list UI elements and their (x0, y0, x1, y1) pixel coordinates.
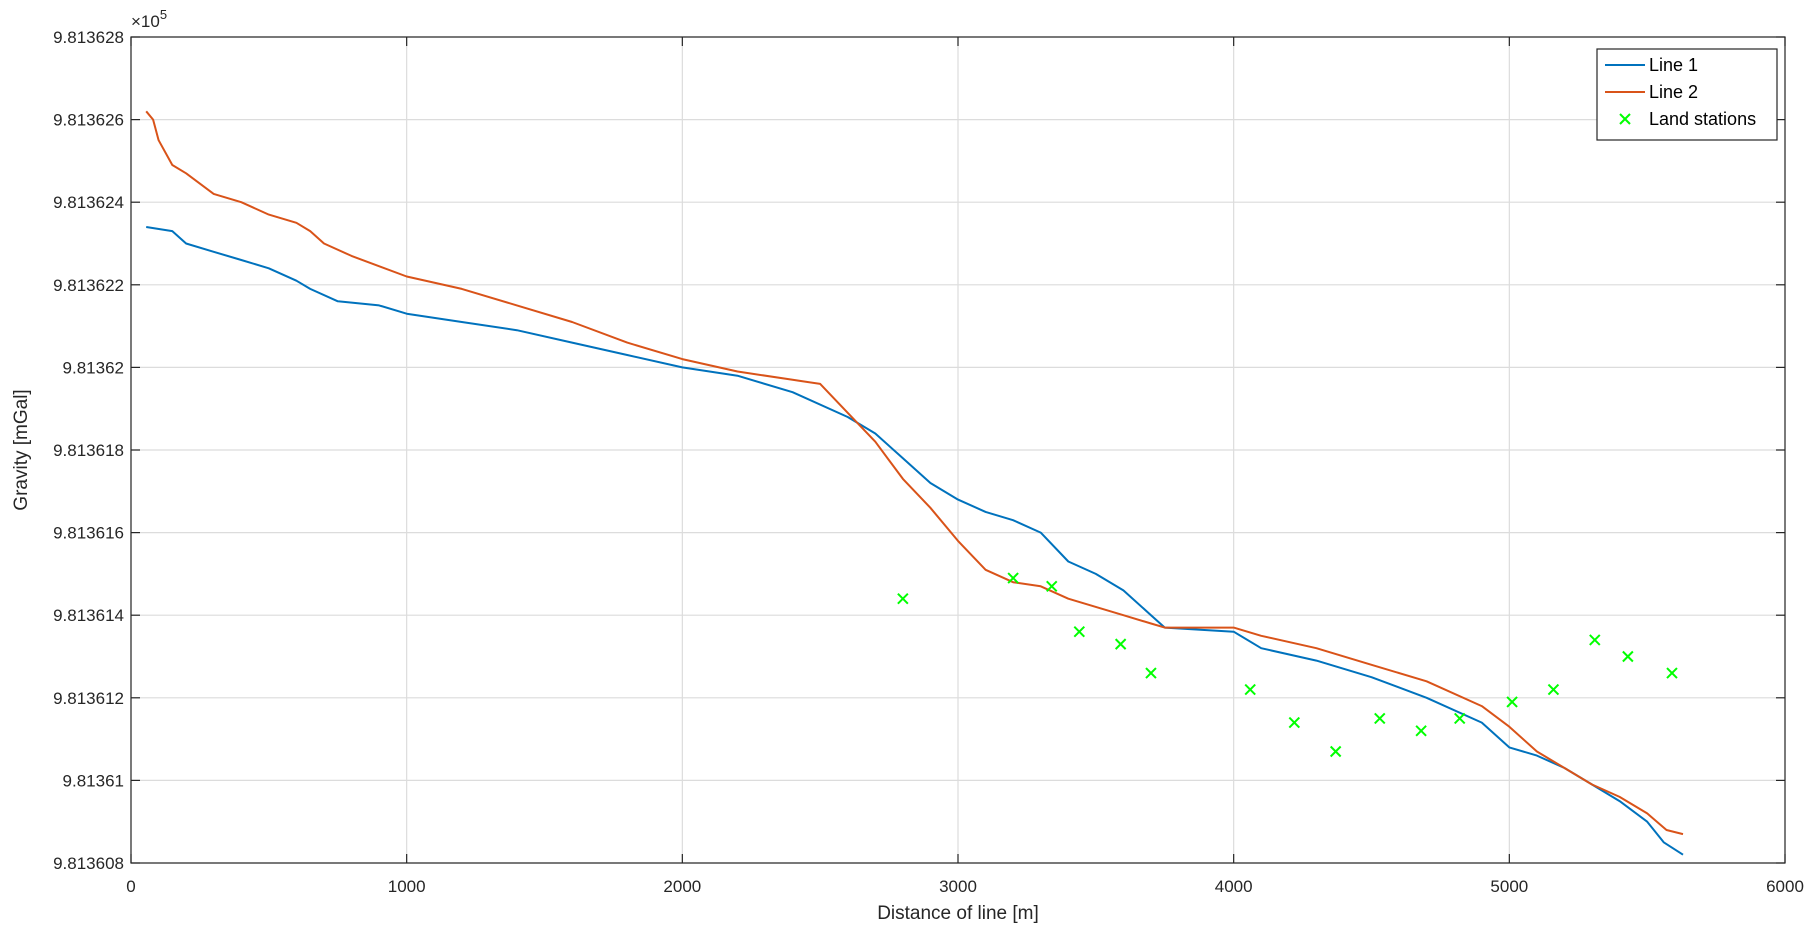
x-axis-label: Distance of line [m] (877, 903, 1039, 924)
y-tick-label: 9.813618 (53, 441, 124, 460)
data-point-land-stations (1145, 667, 1157, 679)
x-tick-label: 6000 (1766, 877, 1804, 896)
data-point-land-stations (1007, 572, 1019, 584)
y-exponent-base: ×10 (131, 12, 160, 31)
legend-item-land-stations: Land stations (1619, 109, 1756, 129)
data-point-land-stations (1589, 634, 1601, 646)
y-tick-label: 9.813624 (53, 193, 124, 212)
y-tick-label: 9.81361 (63, 771, 124, 790)
data-point-land-stations (1114, 638, 1127, 650)
legend-label: Line 2 (1649, 82, 1698, 102)
data-point-land-stations (1666, 667, 1678, 679)
x-tick-label: 0 (126, 877, 135, 896)
legend: Line 1 Line 2 Land stations (1596, 48, 1778, 141)
y-tick-label: 9.813622 (53, 276, 124, 295)
y-exponent-label: ×105 (131, 7, 167, 31)
series-line-1-line (146, 226, 1684, 856)
y-tick-label: 9.813608 (53, 854, 124, 873)
x-tick-labels: 0 1000 2000 3000 4000 5000 6000 (126, 877, 1804, 896)
series-group (145, 110, 1684, 856)
y-axis-label: Gravity [mGal] (11, 389, 32, 510)
data-point-land-stations (1454, 712, 1466, 725)
y-tick-label: 9.813614 (53, 606, 124, 625)
x-tick-label: 4000 (1215, 877, 1253, 896)
legend-item-line-1: Line 1 (1605, 55, 1698, 75)
y-tick-label: 9.813612 (53, 689, 124, 708)
data-point-land-stations (1329, 745, 1342, 758)
data-point-land-stations (1506, 696, 1518, 708)
x-tick-label: 5000 (1490, 877, 1528, 896)
legend-label: Land stations (1649, 109, 1756, 129)
data-point-land-stations (1288, 716, 1301, 729)
legend-swatch (1619, 113, 1631, 125)
data-point-land-stations (897, 592, 909, 605)
data-point-land-stations (1547, 683, 1560, 696)
y-tick-label: 9.813616 (53, 524, 124, 543)
data-point-land-stations (1374, 712, 1386, 725)
legend-item-line-2: Line 2 (1605, 82, 1698, 102)
ticks (130, 36, 1786, 864)
data-point-land-stations (1046, 580, 1058, 592)
legend-label: Line 1 (1649, 55, 1698, 75)
y-tick-label: 9.813626 (53, 111, 124, 130)
x-tick-label: 2000 (663, 877, 701, 896)
series-line-2-line (145, 110, 1684, 836)
y-tick-label: 9.813628 (53, 28, 124, 47)
y-exponent-power: 5 (160, 7, 167, 22)
data-point-land-stations (1073, 626, 1086, 638)
data-point-land-stations (1244, 683, 1256, 696)
data-point-land-stations (1622, 650, 1634, 663)
y-tick-label: 9.81362 (63, 358, 124, 377)
data-point-land-stations (1415, 725, 1427, 737)
x-tick-label: 1000 (388, 877, 426, 896)
x-tick-label: 3000 (939, 877, 977, 896)
y-tick-labels: 9.813608 9.81361 9.813612 9.813614 9.813616 9… (53, 28, 124, 873)
